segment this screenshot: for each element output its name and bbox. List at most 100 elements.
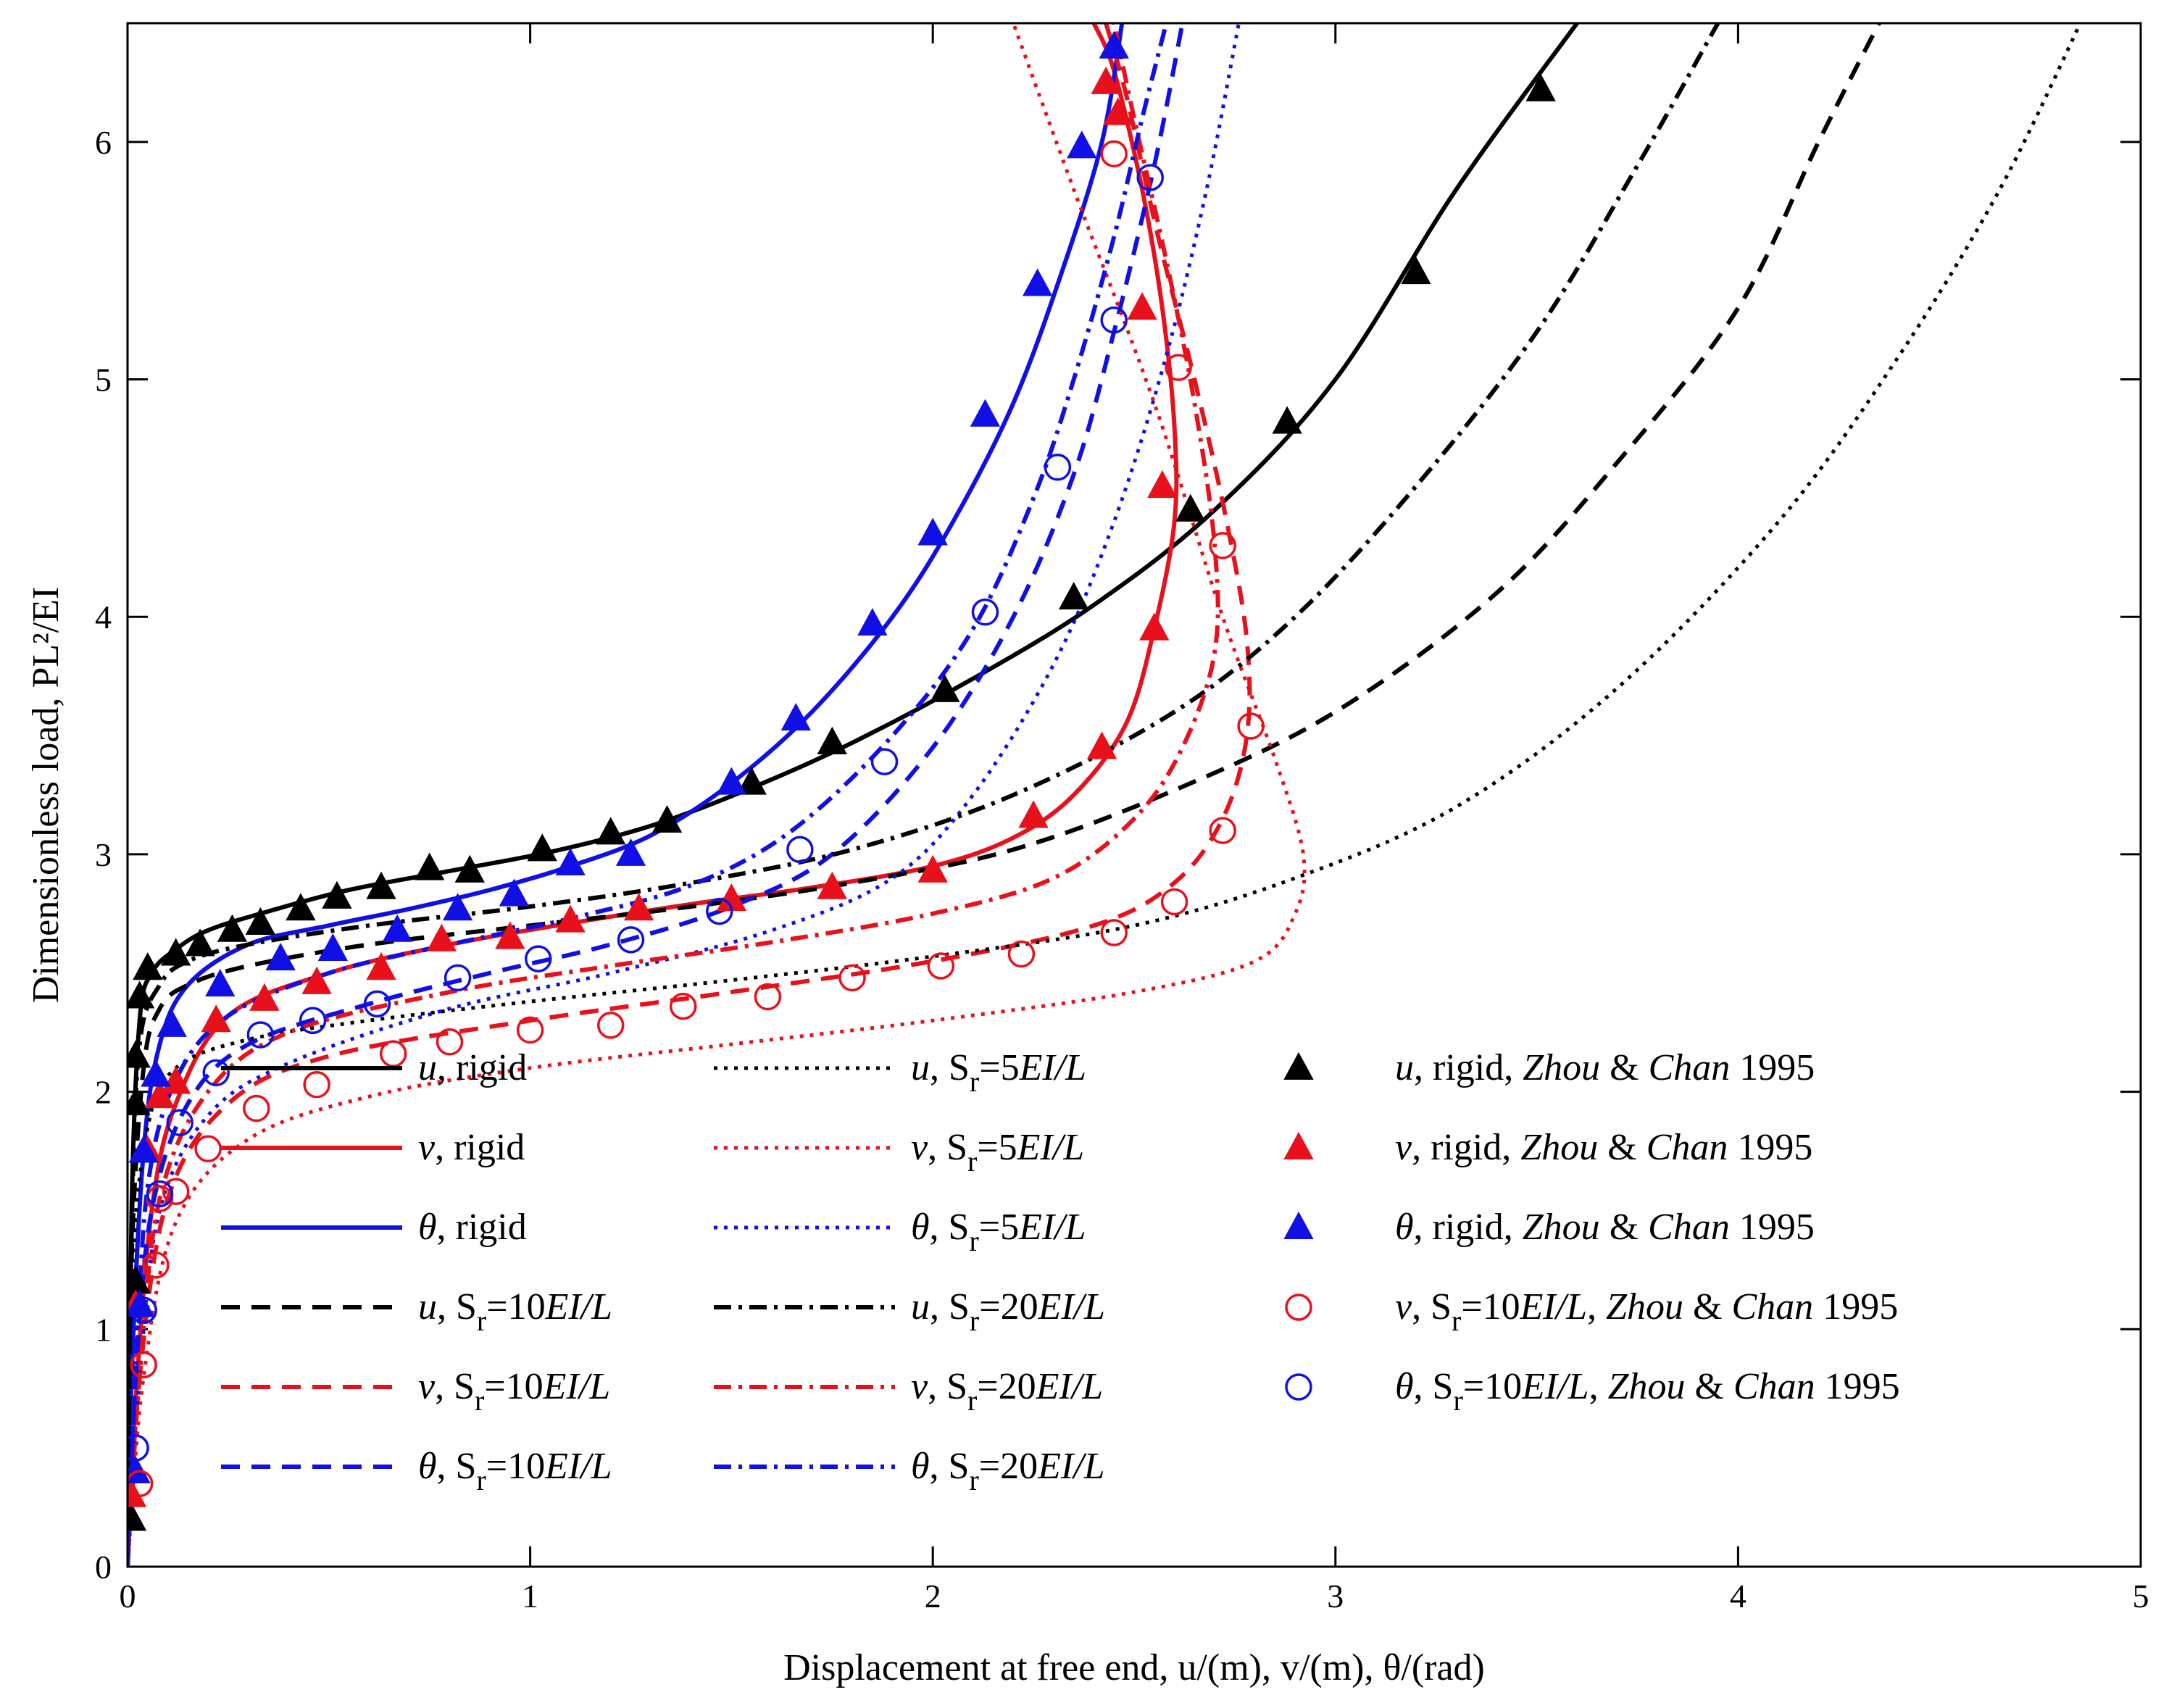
marker-v-rigid-zhou-chan-1995 [555, 904, 586, 933]
marker-u-rigid-zhou-chan-1995 [736, 767, 767, 795]
marker-u-rigid-zhou-chan-1995 [1401, 256, 1431, 285]
marker-theta-rigid-zhou-chan-1995 [265, 943, 296, 971]
marker-theta-sr-10ei-l-zhou-chan-1995 [299, 1007, 327, 1035]
marker-theta-rigid-zhou-chan-1995 [141, 1059, 171, 1087]
marker-theta-rigid-zhou-chan-1995 [157, 1009, 187, 1037]
marker-v-sr-10ei-l-zhou-chan-1995 [669, 992, 697, 1020]
legend-label-theta-sr-10ei-l-zhou-chan-1995: θ, Sr=10EI/L, Zhou & Chan 1995 [1395, 1366, 1900, 1417]
x-tick-label: 0 [120, 1578, 136, 1615]
marker-v-sr-10ei-l-zhou-chan-1995 [927, 952, 955, 980]
x-tick-label: 4 [1730, 1578, 1746, 1615]
marker-u-rigid-zhou-chan-1995 [128, 1040, 151, 1068]
marker-v-rigid-zhou-chan-1995 [426, 923, 457, 951]
marker-u-rigid-zhou-chan-1995 [1525, 73, 1556, 101]
marker-v-sr-10ei-l-zhou-chan-1995 [1165, 354, 1192, 381]
y-axis-label: Dimensionless load, PL²/EI [25, 587, 67, 1004]
legend: u, rigid v, rigid θ, rigid u, Sr=10EI/L v, S… [221, 1047, 1900, 1496]
marker-v-rigid-zhou-chan-1995 [1139, 612, 1170, 641]
legend-marker-theta-sr-10ei-l-zhou-chan-1995 [1285, 1373, 1312, 1401]
marker-u-rigid-zhou-chan-1995 [651, 804, 683, 833]
legend-label-v-rigid-zhou-chan-1995: v, rigid, Zhou & Chan 1995 [1395, 1127, 1812, 1168]
marker-v-rigid-zhou-chan-1995 [249, 983, 280, 1011]
marker-theta-sr-10ei-l-zhou-chan-1995 [786, 836, 814, 864]
marker-theta-rigid-zhou-chan-1995 [1099, 30, 1129, 59]
marker-u-rigid-zhou-chan-1995 [133, 952, 163, 980]
marker-u-rigid-zhou-chan-1995 [1272, 406, 1302, 434]
marker-theta-rigid-zhou-chan-1995 [317, 933, 349, 961]
marker-v-rigid-zhou-chan-1995 [1091, 66, 1121, 94]
marker-theta-rigid-zhou-chan-1995 [857, 607, 888, 636]
legend-marker-u-rigid-zhou-chan-1995 [1283, 1051, 1314, 1080]
marker-u-rigid-zhou-chan-1995 [286, 893, 316, 921]
legend-label-u-sr-10ei-l: u, Sr=10EI/L [418, 1286, 612, 1337]
series-line-theta-sr-10ei-l [128, 23, 1185, 1567]
marker-theta-sr-10ei-l-zhou-chan-1995 [363, 990, 391, 1018]
marker-u-rigid-zhou-chan-1995 [128, 980, 155, 1009]
marker-theta-sr-10ei-l-zhou-chan-1995 [444, 964, 472, 992]
marker-v-sr-10ei-l-zhou-chan-1995 [1100, 919, 1128, 946]
marker-theta-rigid-zhou-chan-1995 [382, 914, 412, 942]
legend-label-theta-sr-10ei-l: θ, Sr=10EI/L [418, 1446, 612, 1496]
marker-v-sr-10ei-l-zhou-chan-1995 [142, 1251, 170, 1279]
marker-u-rigid-zhou-chan-1995 [128, 1503, 147, 1531]
marker-theta-rigid-zhou-chan-1995 [442, 893, 473, 921]
marker-u-rigid-zhou-chan-1995 [322, 880, 352, 909]
marker-v-rigid-zhou-chan-1995 [201, 1004, 231, 1033]
marker-v-sr-10ei-l-zhou-chan-1995 [516, 1016, 544, 1044]
marker-v-sr-10ei-l-zhou-chan-1995 [838, 964, 866, 992]
marker-theta-rigid-zhou-chan-1995 [917, 517, 948, 546]
x-tick-label: 3 [1327, 1578, 1344, 1615]
marker-theta-sr-10ei-l-zhou-chan-1995 [1044, 454, 1072, 481]
marker-v-sr-10ei-l-zhou-chan-1995 [1209, 817, 1236, 844]
legend-label-v-rigid: v, rigid [418, 1127, 525, 1168]
y-tick-label: 4 [95, 599, 112, 636]
marker-v-rigid-zhou-chan-1995 [160, 1066, 191, 1094]
legend-label-u-rigid-zhou-chan-1995: u, rigid, Zhou & Chan 1995 [1395, 1047, 1815, 1088]
marker-theta-sr-10ei-l-zhou-chan-1995 [146, 1180, 174, 1208]
marker-u-rigid-zhou-chan-1995 [128, 1087, 151, 1115]
marker-theta-rigid-zhou-chan-1995 [499, 878, 530, 907]
marker-v-rigid-zhou-chan-1995 [1127, 292, 1157, 320]
marker-v-rigid-zhou-chan-1995 [1086, 731, 1117, 759]
marker-theta-rigid-zhou-chan-1995 [555, 847, 586, 876]
x-tick-label: 2 [925, 1578, 941, 1615]
marker-theta-rigid-zhou-chan-1995 [205, 969, 236, 997]
marker-u-rigid-zhou-chan-1995 [185, 928, 215, 957]
y-tick-label: 6 [95, 124, 112, 161]
marker-theta-sr-10ei-l-zhou-chan-1995 [524, 945, 552, 972]
marker-theta-rigid-zhou-chan-1995 [1067, 130, 1097, 159]
marker-layer [128, 30, 1556, 1531]
marker-v-sr-10ei-l-zhou-chan-1995 [436, 1028, 464, 1056]
marker-theta-sr-10ei-l-zhou-chan-1995 [128, 1434, 149, 1462]
marker-v-sr-10ei-l-zhou-chan-1995 [1237, 712, 1265, 740]
marker-v-rigid-zhou-chan-1995 [817, 871, 847, 899]
marker-theta-sr-10ei-l-zhou-chan-1995 [246, 1021, 275, 1049]
series-line-u-sr-5ei-l [128, 23, 2082, 1567]
legend-label-theta-sr-20ei-l: θ, Sr=20EI/L [911, 1446, 1105, 1496]
marker-theta-rigid-zhou-chan-1995 [780, 703, 811, 731]
legend-label-v-sr-10ei-l-zhou-chan-1995: v, Sr=10EI/L, Zhou & Chan 1995 [1395, 1286, 1898, 1337]
marker-v-sr-10ei-l-zhou-chan-1995 [128, 1470, 154, 1498]
series-line-v-sr-20ei-l [128, 23, 1220, 1567]
marker-u-rigid-zhou-chan-1995 [454, 854, 485, 883]
legend-marker-v-rigid-zhou-chan-1995 [1283, 1131, 1314, 1159]
y-tick-label: 2 [95, 1074, 112, 1111]
marker-theta-sr-10ei-l-zhou-chan-1995 [202, 1059, 230, 1087]
marker-theta-rigid-zhou-chan-1995 [615, 838, 646, 866]
marker-theta-sr-10ei-l-zhou-chan-1995 [617, 926, 645, 954]
legend-label-u-sr-5ei-l: u, Sr=5EI/L [911, 1047, 1086, 1098]
legend-label-v-sr-5ei-l: v, Sr=5EI/L [911, 1127, 1084, 1178]
marker-u-rigid-zhou-chan-1995 [217, 914, 248, 942]
marker-theta-rigid-zhou-chan-1995 [1022, 268, 1053, 296]
x-tick-label: 5 [2133, 1578, 2149, 1615]
legend-label-theta-rigid-zhou-chan-1995: θ, rigid, Zhou & Chan 1995 [1395, 1207, 1815, 1248]
marker-v-sr-10ei-l-zhou-chan-1995 [596, 1012, 625, 1039]
marker-v-rigid-zhou-chan-1995 [301, 966, 332, 994]
marker-u-rigid-zhou-chan-1995 [415, 852, 445, 880]
marker-v-rigid-zhou-chan-1995 [917, 854, 948, 883]
y-tick-label: 1 [95, 1311, 112, 1348]
y-tick-label: 5 [95, 362, 112, 399]
marker-v-rigid-zhou-chan-1995 [1147, 470, 1178, 498]
marker-u-rigid-zhou-chan-1995 [245, 907, 276, 935]
